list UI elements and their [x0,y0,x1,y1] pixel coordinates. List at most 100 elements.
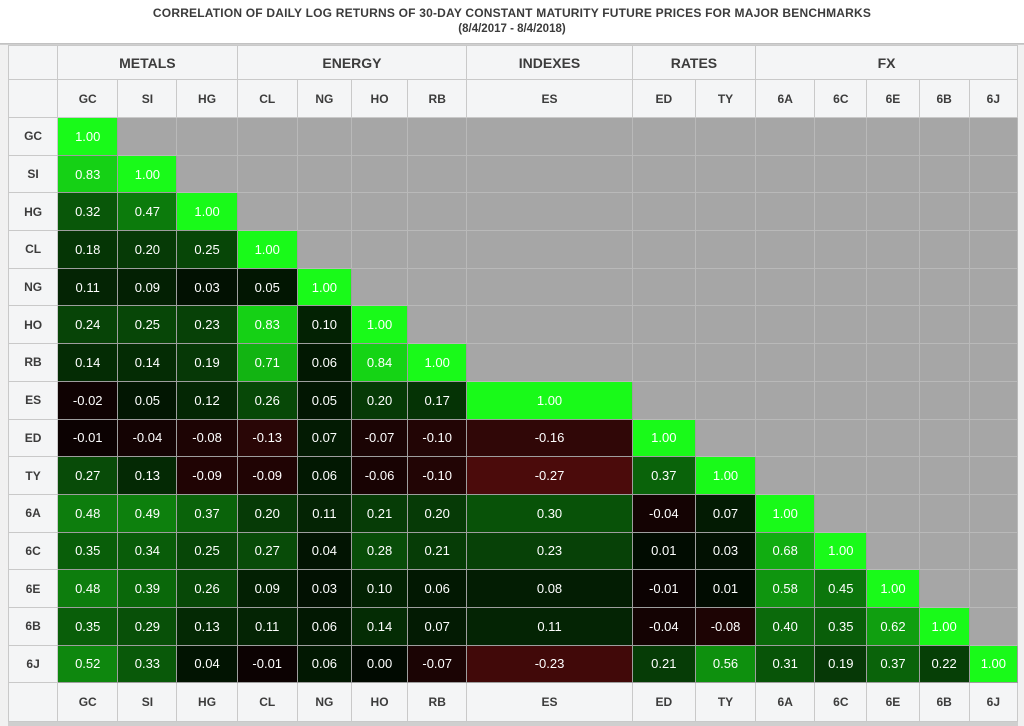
empty-cell [176,154,238,194]
empty-cell [296,192,352,232]
table-row-ed: ED -0.01 -0.04 -0.08 -0.13 0.07 -0.07 -0.10 -0.1… [7,418,1019,458]
empty-cell [918,456,970,495]
corr-cell-6j-ty: 0.56 [694,644,757,684]
corr-cell-6a-hg: 0.37 [176,493,238,533]
footer-col-header-rb: RB [407,682,468,723]
footer-col-header-6c: 6C [814,682,868,723]
col-header-6e: 6E [866,79,920,118]
corr-cell-6e-si: 0.39 [117,569,178,608]
corr-cell-gc-gc: 1.00 [57,117,119,156]
corr-cell-6e-hg: 0.26 [176,569,238,608]
corr-cell-ty-ng: 0.06 [296,456,352,495]
corner-cell [7,682,59,723]
empty-cell [968,569,1019,608]
empty-cell [694,117,757,156]
corr-cell-6j-ng: 0.06 [296,644,352,684]
empty-cell [755,305,816,345]
row-label-ty: TY [7,456,59,495]
corr-cell-6a-ty: 0.07 [694,493,757,533]
corr-cell-6j-cl: -0.01 [236,644,298,684]
corr-cell-es-cl: 0.26 [236,380,298,420]
corr-cell-ho-hg: 0.23 [176,305,238,345]
empty-cell [296,117,352,156]
empty-cell [866,531,920,571]
corr-cell-es-ng: 0.05 [296,380,352,420]
empty-cell [918,230,970,269]
corr-cell-6a-ho: 0.21 [350,493,409,533]
empty-cell [236,117,298,156]
title-band: CORRELATION OF DAILY LOG RETURNS OF 30-D… [0,0,1024,44]
empty-cell [694,154,757,194]
corr-cell-si-si: 1.00 [117,154,178,194]
corr-cell-ty-hg: -0.09 [176,456,238,495]
corner-cell [7,79,59,118]
corr-cell-hg-si: 0.47 [117,192,178,232]
empty-cell [755,230,816,269]
row-label-ho: HO [7,305,59,345]
corr-cell-rb-cl: 0.71 [236,343,298,382]
table-row-ty: TY 0.27 0.13 -0.09 -0.09 0.06 -0.06 -0.10 -0.27 0… [7,456,1019,495]
empty-cell [814,192,868,232]
corr-cell-6e-ed: -0.01 [631,569,696,608]
table-row-cl: CL 0.18 0.20 0.25 1.00 [7,230,1019,269]
empty-cell [866,305,920,345]
corr-cell-6e-6c: 0.45 [814,569,868,608]
empty-cell [814,380,868,420]
corr-cell-cl-si: 0.20 [117,230,178,269]
page-subtitle: (8/4/2017 - 8/4/2018) [458,23,566,35]
empty-cell [866,230,920,269]
table-row-ng: NG 0.11 0.09 0.03 0.05 1.00 [7,267,1019,307]
corr-cell-ty-ho: -0.06 [350,456,409,495]
corr-cell-rb-hg: 0.19 [176,343,238,382]
corr-cell-6b-hg: 0.13 [176,606,238,646]
corr-cell-6a-6a: 1.00 [755,493,816,533]
corr-cell-6e-ho: 0.10 [350,569,409,608]
col-header-6b: 6B [918,79,970,118]
corr-cell-6a-ed: -0.04 [631,493,696,533]
empty-cell [407,267,468,307]
corr-cell-6a-rb: 0.20 [407,493,468,533]
corr-cell-6j-6j: 1.00 [968,644,1019,684]
corr-cell-6a-ng: 0.11 [296,493,352,533]
corr-cell-ng-ng: 1.00 [296,267,352,307]
empty-cell [407,230,468,269]
empty-cell [918,531,970,571]
corr-cell-6c-hg: 0.25 [176,531,238,571]
empty-cell [968,154,1019,194]
table-row-6a: 6A 0.48 0.49 0.37 0.20 0.11 0.21 0.20 0.30 -0.04 0… [7,493,1019,533]
corner-cell [7,45,59,80]
right-gutter [1018,45,1024,726]
empty-cell [694,192,757,232]
empty-cell [918,418,970,458]
corr-cell-ty-cl: -0.09 [236,456,298,495]
empty-cell [350,267,409,307]
corr-cell-rb-ng: 0.06 [296,343,352,382]
corr-cell-ho-cl: 0.83 [236,305,298,345]
group-header-fx: FX [755,45,1018,80]
table-row-gc: GC 1.00 [7,117,1019,156]
table-row-ho: HO 0.24 0.25 0.23 0.83 0.10 1.00 [7,305,1019,345]
empty-cell [296,230,352,269]
empty-cell [631,267,696,307]
empty-cell [466,267,633,307]
empty-cell [631,380,696,420]
corr-cell-es-hg: 0.12 [176,380,238,420]
corr-cell-6b-es: 0.11 [466,606,633,646]
empty-cell [694,418,757,458]
group-header-indexes: INDEXES [466,45,633,80]
corr-cell-ng-hg: 0.03 [176,267,238,307]
empty-cell [968,343,1019,382]
empty-cell [918,267,970,307]
empty-cell [918,493,970,533]
corr-cell-6e-6a: 0.58 [755,569,816,608]
empty-cell [814,230,868,269]
corr-cell-ng-cl: 0.05 [236,267,298,307]
corr-cell-6c-6c: 1.00 [814,531,868,571]
empty-cell [918,569,970,608]
corr-cell-6c-ed: 0.01 [631,531,696,571]
corr-cell-6b-6c: 0.35 [814,606,868,646]
corr-cell-ed-hg: -0.08 [176,418,238,458]
empty-cell [350,117,409,156]
empty-cell [968,606,1019,646]
empty-cell [755,267,816,307]
